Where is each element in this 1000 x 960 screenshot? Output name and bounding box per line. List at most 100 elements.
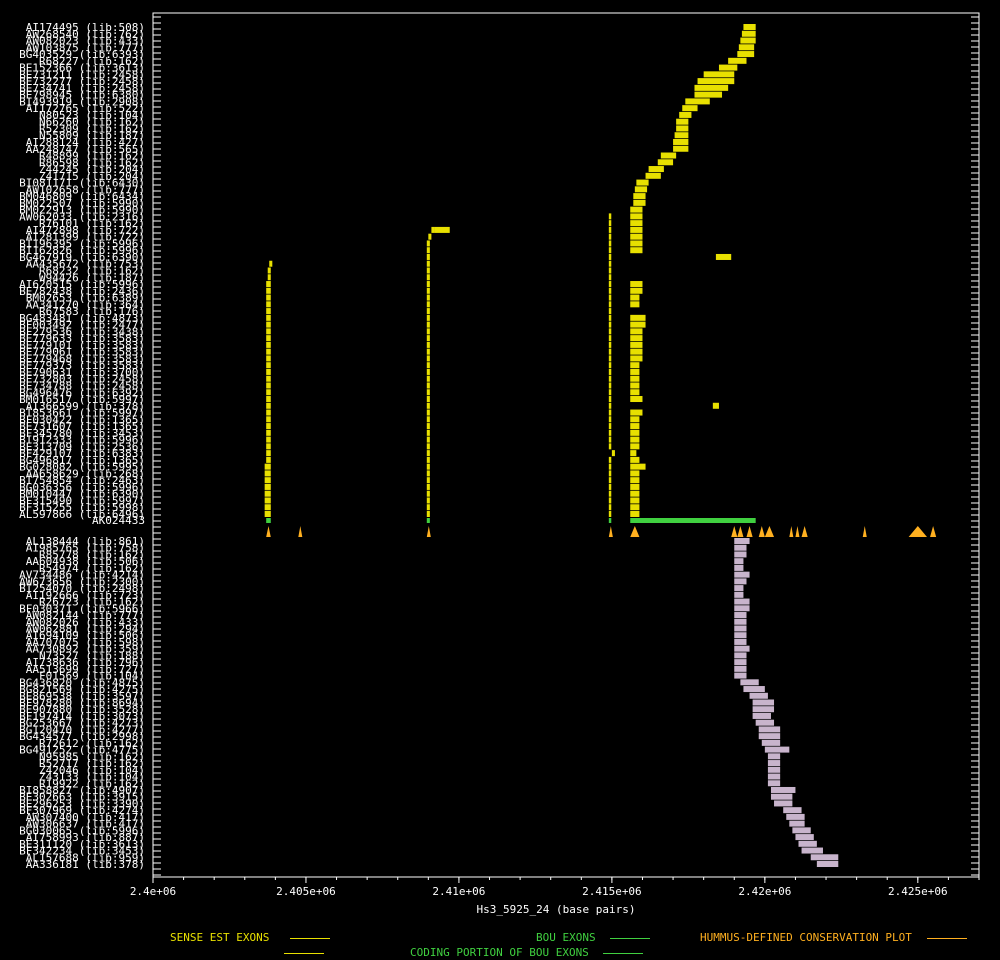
sense-est-label: BM022507 (lib:5990) (19, 197, 145, 210)
sense-exon (673, 138, 689, 145)
antisense-exon (792, 827, 811, 834)
sense-exon (608, 375, 612, 382)
sense-exon (266, 335, 271, 342)
sense-exon (426, 409, 430, 416)
antisense-exon (734, 645, 750, 652)
sense-est-label: BE782438 (lib:2436) (19, 285, 145, 298)
sense-exon (630, 213, 643, 220)
sense-exon (426, 483, 430, 490)
sense-exon (630, 362, 640, 369)
sense-exon (608, 416, 612, 423)
sense-exon (608, 287, 612, 294)
antisense-est-label: BG120470 (lib:4277) (19, 723, 145, 736)
sense-exon (426, 335, 430, 342)
sense-exon (630, 368, 640, 375)
antisense-exon (752, 706, 775, 713)
sense-exon (630, 477, 640, 484)
antisense-est-label: BE869538 (lib:3597) (19, 690, 145, 703)
antisense-est-label: AW307400 (lib:417) (26, 811, 145, 824)
sense-est-label: BF315255 (lib:5998) (19, 501, 145, 514)
sense-exon (608, 355, 612, 362)
sense-exon (630, 321, 646, 328)
antisense-est-label: AA604938 (lib:506) (26, 555, 145, 568)
antisense-est-label: BF978280 (lib:8694) (19, 697, 145, 710)
sense-exon (426, 321, 430, 328)
antisense-exon (767, 766, 781, 773)
sense-exon (630, 226, 643, 233)
sense-exon (630, 443, 640, 450)
antisense-est-label: AA336181 (lib:378) (26, 858, 145, 871)
sense-exon (266, 287, 271, 294)
sense-exon (431, 226, 435, 233)
sense-exon (426, 504, 430, 511)
conservation-peak (795, 526, 800, 537)
antisense-est-label: BI858827 (lib:4907) (19, 784, 145, 797)
antisense-exon (798, 840, 817, 847)
antisense-exon (734, 544, 747, 551)
sense-exon (266, 348, 271, 355)
sense-exon (608, 368, 612, 375)
sense-exon (426, 511, 430, 517)
sense-exon (630, 429, 640, 436)
antisense-exon (734, 672, 747, 679)
antisense-est-label: R19922 (lib:162) (39, 777, 145, 790)
antisense-est-label: BF030371 (lib:5966) (19, 602, 145, 615)
antisense-est-label: BG491252 (lib:4775) (19, 744, 145, 757)
sense-exon (426, 247, 430, 254)
bou-label: AK024433 (92, 514, 145, 527)
sense-exon (630, 348, 643, 355)
x-tick-label: 2.415e+06 (582, 885, 642, 898)
sense-exon (718, 64, 738, 71)
sense-exon (608, 511, 612, 517)
conservation-peak (731, 526, 738, 537)
antisense-exon (734, 591, 744, 598)
antisense-est-label: AI738636 (lib:796) (26, 656, 145, 669)
sense-exon (608, 328, 612, 335)
sense-est-label: BE790631 (lib:3700) (19, 366, 145, 379)
antisense-exon (767, 753, 781, 760)
sense-est-label: BF030422 (lib:1365) (19, 413, 145, 426)
sense-est-label: BF429107 (lib:6383) (19, 447, 145, 460)
antisense-exon (816, 861, 839, 867)
antisense-est-label: BF342234 (lib:3453) (19, 845, 145, 858)
sense-exon (630, 409, 643, 416)
conservation-peak (908, 526, 927, 537)
sense-exon (608, 483, 612, 490)
antisense-exon (734, 558, 744, 565)
sense-exon (630, 470, 640, 477)
antisense-est-label: BE302663 (lib:3915) (19, 791, 145, 804)
antisense-exon (734, 585, 744, 592)
sense-exon (426, 267, 430, 274)
sense-est-label: BI162826 (lib:5996) (19, 244, 145, 257)
sense-exon (426, 301, 430, 308)
sense-exon (266, 368, 271, 375)
sense-exon (608, 477, 612, 484)
sense-exon (608, 402, 612, 409)
sense-exon (266, 308, 271, 315)
sense-exon (426, 308, 430, 315)
antisense-exon (758, 733, 781, 740)
conservation-peak (764, 526, 775, 537)
sense-exon (264, 504, 271, 511)
sense-est-label: BM010447 (lib:6390) (19, 488, 145, 501)
antisense-est-label: BG434577 (lib:2998) (19, 730, 145, 743)
antisense-exon (734, 578, 747, 585)
sense-exon (630, 463, 646, 470)
sense-exon (426, 348, 430, 355)
sense-exon (608, 281, 612, 288)
antisense-est-label: AW673656 (lib:2300) (19, 575, 145, 588)
sense-est-label: BE798945 (lib:6380) (19, 89, 145, 102)
sense-exon (426, 253, 430, 260)
sense-exon (743, 24, 756, 30)
sense-exon (630, 382, 640, 389)
sense-exon (608, 504, 612, 511)
sense-exon (264, 463, 271, 470)
sense-exon (608, 308, 612, 315)
sense-exon (264, 470, 271, 477)
sense-exon (608, 463, 612, 470)
sense-exon (648, 166, 664, 173)
legend-conservation: HUMMUS-DEFINED CONSERVATION PLOT (700, 931, 967, 944)
sense-exon (608, 443, 612, 450)
antisense-est-label: AW062881 (lib:294) (26, 622, 145, 635)
sense-est-label: BE313709 (lib:2536) (19, 440, 145, 453)
